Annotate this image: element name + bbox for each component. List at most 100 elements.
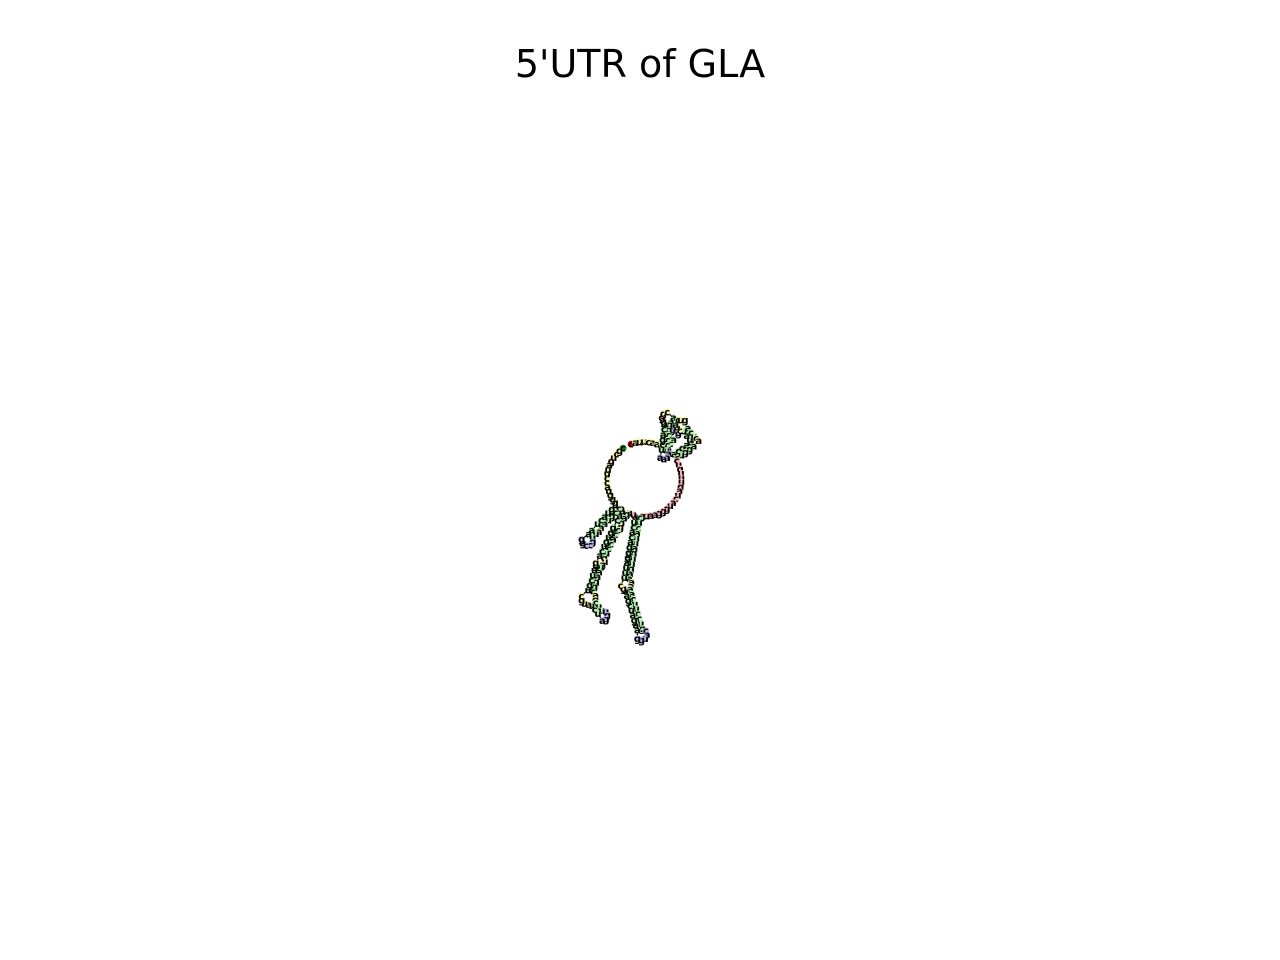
nucleotide-letter: g [610, 523, 617, 534]
nucleotide-marker [628, 533, 635, 541]
nucleotide-marker [628, 560, 636, 567]
nucleotide-letter: u [610, 453, 617, 464]
nucleotide-letter: a [644, 630, 651, 641]
nucleotide-letter: c [590, 587, 596, 598]
nucleotide-letter: g [625, 548, 632, 559]
nucleotide-letter: c [630, 522, 636, 533]
nucleotide-letter: u [605, 465, 612, 476]
nucleotide-87: u [636, 518, 643, 529]
nucleotide-letter: c [664, 441, 670, 452]
nucleotide-letter: a [626, 574, 633, 585]
nucleotide-96: g [628, 564, 635, 575]
nucleotide-47: c [660, 425, 668, 436]
nucleotide-marker [663, 408, 671, 416]
nucleotide-letter: u [621, 573, 628, 584]
nucleotide-135: a [629, 527, 636, 538]
nucleotide-letter: g [677, 482, 684, 493]
nucleotide-letter: a [594, 572, 601, 583]
nucleotide-letter: u [678, 478, 685, 489]
nucleotide-52: c [663, 407, 671, 418]
nucleotide-letter: c [614, 516, 620, 527]
nucleotide-marker [656, 454, 664, 462]
nucleotide-letter: u [628, 606, 635, 617]
nucleotide-letter: a [648, 511, 655, 522]
nucleotide-letter: u [597, 562, 604, 573]
nucleotide-marker [619, 444, 627, 452]
nucleotide-95: u [628, 559, 635, 570]
nucleotide-letter: g [659, 435, 666, 446]
nucleotide-letter: g [624, 553, 631, 564]
nucleotide-89: a [634, 528, 641, 539]
nucleotide-letter: u [591, 566, 598, 577]
nucleotide-letter: u [594, 519, 601, 530]
nucleotide-letter: c [613, 508, 619, 519]
nucleotide-134: c [628, 533, 635, 544]
nucleotide-marker [627, 538, 634, 546]
nucleotide-letter: a [627, 584, 634, 595]
nucleotide-letter: u [581, 599, 588, 610]
nucleotide-46: a [660, 430, 667, 441]
nucleotide-37: c [663, 441, 671, 452]
nucleotide-35: c [665, 430, 672, 441]
nucleotide-127: u [622, 568, 629, 579]
nucleotide-letter: c [636, 614, 642, 625]
nucleotide-letter: c [613, 530, 619, 541]
nucleotide-letter: g [589, 537, 596, 548]
nucleotide-letter: g [607, 491, 614, 502]
nucleotide-letter: g [666, 420, 673, 431]
nucleotide-letter: a [627, 569, 634, 580]
nucleotide-letter: c [630, 594, 636, 605]
nucleotide-letter: u [601, 542, 608, 553]
nucleotide-letter: c [583, 541, 589, 552]
nucleotide-letter: a [664, 453, 671, 464]
nucleotide-letter: c [637, 513, 643, 524]
nucleotide-letter: g [608, 512, 615, 523]
nucleotide-letter: a [601, 512, 608, 523]
nucleotide-letter: a [690, 442, 697, 453]
nucleotide-131: g [625, 548, 632, 559]
nucleotide-letter: g [586, 580, 593, 591]
nucleotide-letter: a [586, 600, 593, 611]
nucleotide-letter: a [670, 413, 677, 424]
nucleotide-36: c [664, 435, 672, 446]
nucleotide-letter: u [667, 501, 674, 512]
nucleotide-marker [630, 518, 638, 526]
nucleotide-34: g [665, 425, 672, 436]
nucleotide-letter: c [674, 456, 680, 467]
nucleotide-letter: u [598, 606, 605, 617]
nucleotide-letter: u [605, 515, 612, 526]
nucleotide-letter: u [678, 451, 685, 462]
nucleotide-letter: u [680, 427, 687, 438]
nucleotide-letter: g [609, 495, 616, 506]
nucleotide-letter: c [677, 426, 683, 437]
nucleotide-letter: a [695, 436, 702, 447]
nucleotide-letter: u [631, 599, 638, 610]
nucleotide-letter: g [686, 445, 693, 456]
nucleotide-letter: a [596, 527, 603, 538]
nucleotide-letter: g [579, 539, 586, 550]
nucleotide-128: u [623, 563, 630, 574]
nucleotide-45: g [659, 435, 666, 446]
nucleotide-marker [599, 617, 606, 624]
nucleotide-letter: g [634, 634, 641, 645]
nucleotide-letter: g [682, 448, 689, 459]
nucleotide-letter: a [599, 616, 606, 627]
nucleotide-letter: u [637, 619, 644, 630]
nucleotide-marker [626, 570, 634, 577]
nucleotide-letter: c [675, 447, 681, 458]
nucleotide-93: g [630, 549, 637, 560]
nucleotide-letter: a [621, 514, 628, 525]
nucleotide-letter: u [605, 487, 612, 498]
nucleotide-91: u [632, 539, 639, 550]
nucleotide-letter: a [606, 461, 613, 472]
nucleotide-letter: u [592, 529, 599, 540]
nucleotide-letter: u [642, 634, 649, 645]
nucleotide-letter: a [622, 586, 629, 597]
nucleotide-letter: c [606, 544, 612, 555]
nucleotide-letter: a [619, 507, 626, 518]
nucleotide-letter: g [593, 577, 600, 588]
nucleotide-letter: u [623, 563, 630, 574]
nucleotide-letter: u [585, 585, 592, 596]
nucleotide-letter: c [668, 439, 674, 450]
